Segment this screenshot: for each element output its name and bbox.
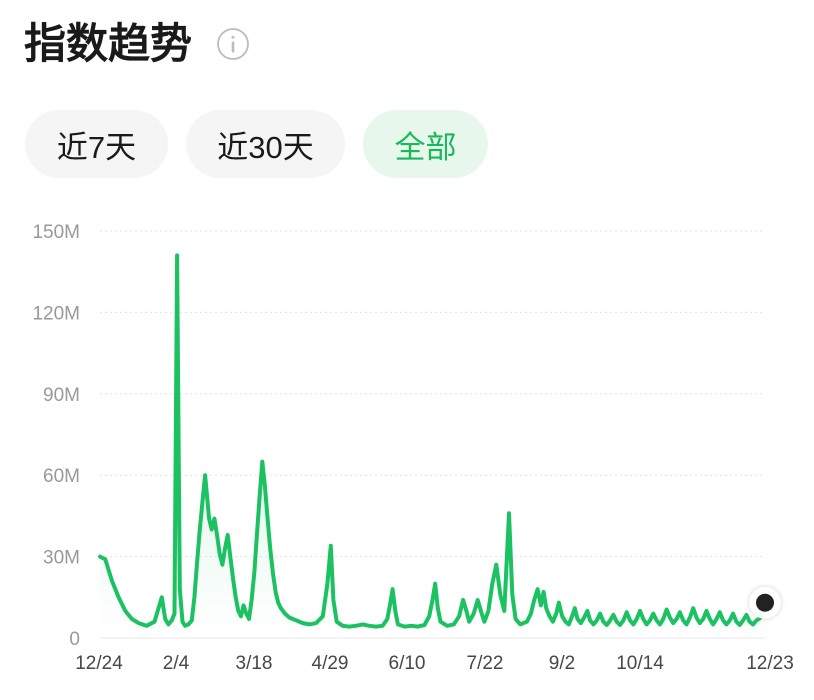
svg-text:12/23: 12/23 bbox=[746, 653, 794, 674]
svg-text:6/10: 6/10 bbox=[389, 653, 426, 674]
svg-text:0: 0 bbox=[69, 629, 80, 650]
svg-text:3/18: 3/18 bbox=[236, 653, 273, 674]
svg-text:2/4: 2/4 bbox=[163, 653, 190, 674]
svg-text:150M: 150M bbox=[32, 222, 80, 243]
svg-text:90M: 90M bbox=[43, 385, 80, 406]
svg-text:10/14: 10/14 bbox=[616, 653, 664, 674]
svg-text:7/22: 7/22 bbox=[467, 653, 504, 674]
svg-text:120M: 120M bbox=[32, 303, 80, 324]
svg-text:60M: 60M bbox=[43, 466, 80, 487]
svg-text:30M: 30M bbox=[43, 548, 80, 569]
svg-text:12/24: 12/24 bbox=[75, 653, 123, 674]
svg-text:4/29: 4/29 bbox=[312, 653, 349, 674]
svg-text:9/2: 9/2 bbox=[549, 653, 575, 674]
